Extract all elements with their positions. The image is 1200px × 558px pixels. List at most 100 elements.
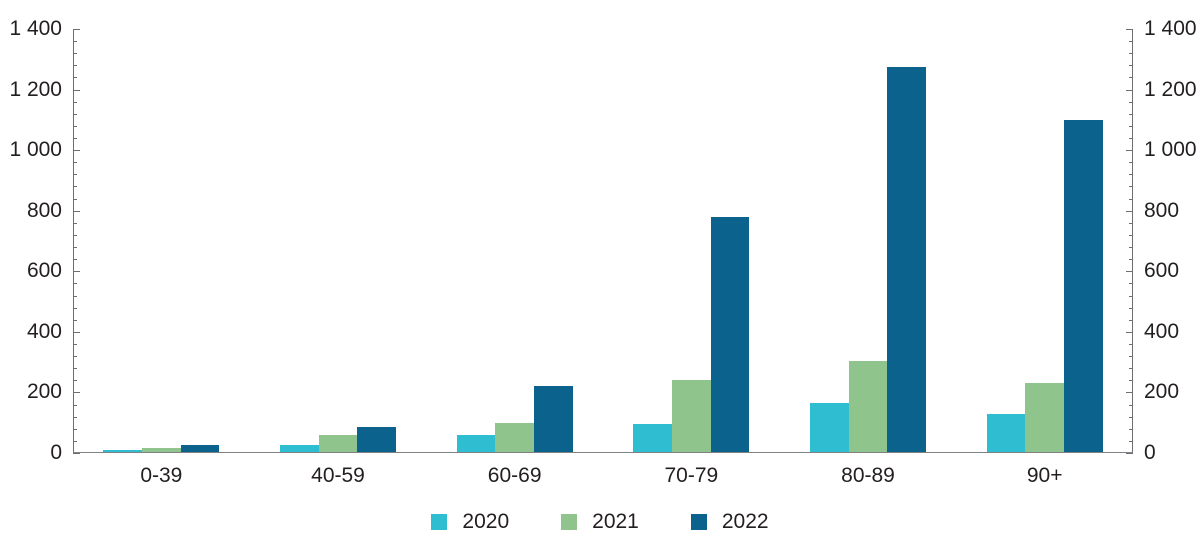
y-major-tick-right: [1126, 271, 1133, 273]
y-axis-label-right: 600: [1144, 259, 1180, 283]
y-minor-tick-right: [1129, 138, 1133, 140]
y-minor-tick-right: [1129, 247, 1133, 249]
y-minor-tick-left: [73, 368, 77, 370]
y-minor-tick-left: [73, 234, 77, 236]
y-minor-tick-left: [73, 343, 77, 345]
y-minor-tick-left: [73, 247, 77, 249]
bar-2021-80-89: [848, 360, 888, 453]
x-axis-label-90+: 90+: [1026, 464, 1063, 487]
y-minor-tick-left: [73, 259, 77, 261]
y-axis-label-right: 1 400: [1144, 17, 1197, 40]
y-major-tick-right: [1126, 150, 1133, 152]
y-minor-tick-right: [1129, 77, 1133, 79]
legend-item-2021: 2021: [561, 511, 639, 533]
y-minor-tick-right: [1129, 356, 1133, 358]
y-minor-tick-right: [1129, 101, 1133, 103]
bar-2021-60-69: [495, 422, 534, 453]
y-axis-label-right: 400: [1144, 319, 1180, 343]
y-minor-tick-right: [1129, 307, 1133, 309]
y-minor-tick-left: [73, 404, 77, 406]
y-axis-label-left: 1 400: [9, 17, 62, 40]
y-minor-tick-left: [73, 319, 77, 321]
y-minor-tick-left: [73, 222, 77, 224]
y-minor-tick-right: [1129, 380, 1133, 382]
y-axis-label-right: 1 000: [1144, 138, 1197, 162]
y-minor-tick-right: [1129, 234, 1133, 236]
y-minor-tick-right: [1129, 416, 1133, 418]
bar-2022-40-59: [357, 427, 397, 453]
y-minor-tick-right: [1129, 404, 1133, 406]
y-minor-tick-left: [73, 356, 77, 358]
y-major-tick-right: [1126, 29, 1133, 30]
y-minor-tick-left: [73, 380, 77, 382]
legend-swatch-icon: [561, 514, 578, 530]
y-minor-tick-right: [1129, 295, 1133, 297]
y-major-tick-left: [73, 210, 80, 212]
legend-label: 2021: [592, 510, 639, 533]
y-axis-label-left: 600: [26, 259, 62, 283]
y-minor-tick-left: [73, 295, 77, 297]
y-minor-tick-left: [73, 77, 77, 79]
y-major-tick-right: [1126, 210, 1133, 212]
y-axis-label-left: 800: [26, 198, 62, 222]
y-minor-tick-left: [73, 138, 77, 140]
plot-area: [73, 29, 1133, 454]
y-minor-tick-left: [73, 307, 77, 309]
y-minor-tick-left: [73, 65, 77, 67]
x-axis-label-0-39: 0-39: [140, 464, 183, 487]
y-minor-tick-left: [73, 416, 77, 418]
y-minor-tick-right: [1129, 113, 1133, 115]
y-major-tick-left: [73, 331, 80, 333]
y-minor-tick-right: [1129, 440, 1133, 442]
x-axis-label-60-69: 60-69: [487, 464, 542, 487]
legend-swatch-icon: [690, 514, 707, 530]
x-axis-label-40-59: 40-59: [311, 464, 365, 487]
bar-2021-70-79: [671, 380, 711, 453]
y-major-tick-right: [1126, 453, 1133, 454]
y-minor-tick-right: [1129, 428, 1133, 430]
left-y-axis-line: [73, 29, 74, 453]
y-minor-tick-right: [1129, 319, 1133, 321]
x-axis-label-70-79: 70-79: [664, 464, 719, 487]
legend-swatch-icon: [431, 514, 448, 530]
y-minor-tick-right: [1129, 283, 1133, 285]
y-axis-label-left: 1 200: [9, 77, 62, 101]
bar-2020-0-39: [103, 449, 142, 453]
y-major-tick-right: [1126, 89, 1133, 91]
y-minor-tick-left: [73, 41, 77, 43]
y-major-tick-left: [73, 392, 80, 394]
y-minor-tick-right: [1129, 343, 1133, 345]
y-axis-label-right: 0: [1144, 441, 1156, 464]
y-minor-tick-right: [1129, 41, 1133, 43]
y-minor-tick-left: [73, 283, 77, 285]
y-minor-tick-right: [1129, 162, 1133, 164]
y-minor-tick-right: [1129, 222, 1133, 224]
y-minor-tick-left: [73, 125, 77, 127]
legend: 2020 2021 2022: [0, 511, 1200, 533]
bar-2021-90+: [1025, 383, 1064, 453]
bar-2020-90+: [986, 413, 1026, 453]
bar-2022-80-89: [887, 66, 927, 453]
bar-2020-60-69: [456, 434, 496, 453]
y-axis-label-left: 1 000: [9, 138, 62, 162]
y-minor-tick-left: [73, 198, 77, 200]
x-axis-line: [73, 452, 1133, 453]
legend-label: 2020: [462, 510, 510, 533]
y-major-tick-left: [73, 29, 80, 30]
legend-label: 2022: [721, 510, 769, 533]
y-axis-label-right: 200: [1144, 380, 1180, 404]
y-minor-tick-left: [73, 428, 77, 430]
y-minor-tick-left: [73, 174, 77, 176]
y-minor-tick-right: [1129, 259, 1133, 261]
y-minor-tick-right: [1129, 198, 1133, 200]
y-major-tick-right: [1126, 392, 1133, 394]
y-minor-tick-left: [73, 101, 77, 103]
bar-2020-40-59: [279, 445, 319, 453]
y-minor-tick-right: [1129, 65, 1133, 67]
y-minor-tick-right: [1129, 125, 1133, 127]
y-axis-label-right: 800: [1144, 198, 1180, 222]
y-axis-label-left: 0: [50, 441, 62, 464]
y-major-tick-left: [73, 271, 80, 273]
x-axis-label-80-89: 80-89: [841, 464, 895, 487]
